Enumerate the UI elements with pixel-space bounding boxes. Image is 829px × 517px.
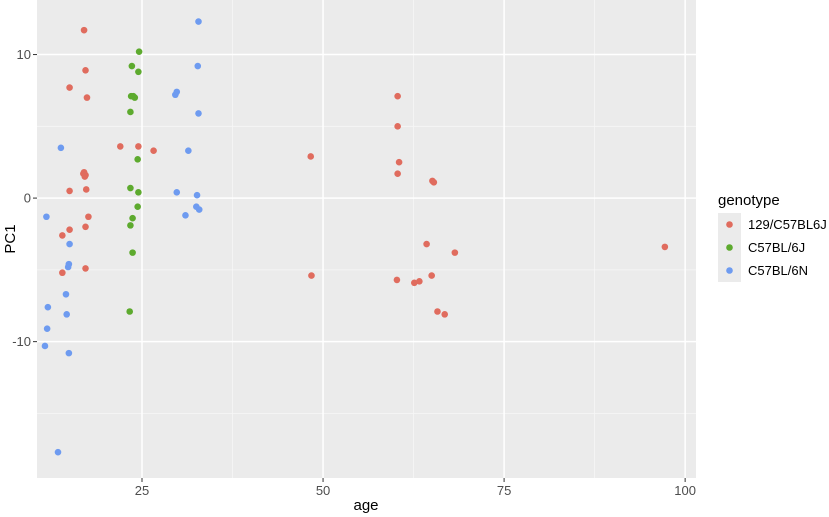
data-point [129,249,136,256]
legend-label: C57BL/6N [748,263,808,278]
legend-point [726,244,733,251]
x-tick-label: 75 [497,483,511,498]
data-point [194,62,202,70]
y-tick-label: 0 [24,191,31,206]
data-point [135,68,142,76]
data-point [80,26,88,34]
x-axis-ticks: 25 50 75 100 [135,478,696,498]
data-point [81,173,89,180]
legend-point [726,267,733,274]
data-point [83,94,91,101]
grid-minor [37,0,696,478]
data-point [134,156,141,163]
data-point [173,189,181,196]
grid-major [37,0,696,478]
data-point [43,213,50,221]
data-point [195,18,202,25]
data-point [66,187,73,195]
data-point [59,269,66,277]
data-point [394,92,401,100]
data-point [393,276,401,284]
x-axis-title: age [353,497,378,514]
data-point [66,226,73,233]
data-point [428,272,435,279]
data-point [434,308,441,315]
data-point [43,325,51,333]
data-point [66,84,73,91]
data-point [62,290,70,298]
data-point [134,203,141,211]
data-point [135,48,143,55]
data-point [131,94,139,101]
data-point [193,191,201,199]
data-point [182,212,189,219]
data-point [185,147,192,155]
data-point [416,278,423,285]
data-point [65,349,73,357]
plot-panel [37,0,696,478]
data-point [423,240,430,248]
data-point [127,108,134,116]
x-tick-label: 25 [135,483,149,498]
data-point [395,158,403,166]
data-point [128,62,136,70]
data-point [54,448,62,456]
data-point [173,88,181,96]
legend-title: genotype [718,192,780,209]
data-point [441,311,449,318]
data-point [127,184,134,192]
data-point [394,123,401,130]
data-point [57,144,65,152]
legend-point [726,221,733,228]
data-point [82,223,89,231]
data-point [308,272,315,279]
legend-label: C57BL/6J [748,240,805,255]
data-point [410,279,418,287]
data-point [82,186,90,193]
x-tick-label: 100 [674,483,696,498]
x-tick-label: 50 [316,483,330,498]
data-point [195,206,203,213]
data-point [195,110,202,117]
y-tick-label: -10 [12,334,31,349]
data-point [64,263,72,271]
data-point [451,249,459,256]
data-point [129,214,136,222]
data-point [116,143,124,150]
data-point [430,179,438,186]
data-point [135,143,142,150]
data-point [135,189,142,196]
data-point [394,170,401,177]
data-point [44,303,52,311]
data-point [85,213,92,221]
data-point [661,243,669,251]
data-point [82,265,89,272]
y-tick-label: 10 [17,47,31,62]
data-point [126,308,133,315]
data-point [59,232,66,239]
data-point [66,240,73,248]
legend-label: 129/C57BL6J [748,217,827,232]
data-point [127,222,134,229]
data-point [82,67,89,74]
data-point [307,153,315,160]
data-point [150,147,157,155]
legend: genotype 129/C57BL6J C57BL/6J C57BL/6N [718,192,827,282]
y-axis-title: PC1 [2,224,19,253]
data-point [41,342,49,350]
data-points [41,18,669,456]
y-axis-ticks: 10 0 -10 [12,47,37,349]
data-point [63,311,70,318]
